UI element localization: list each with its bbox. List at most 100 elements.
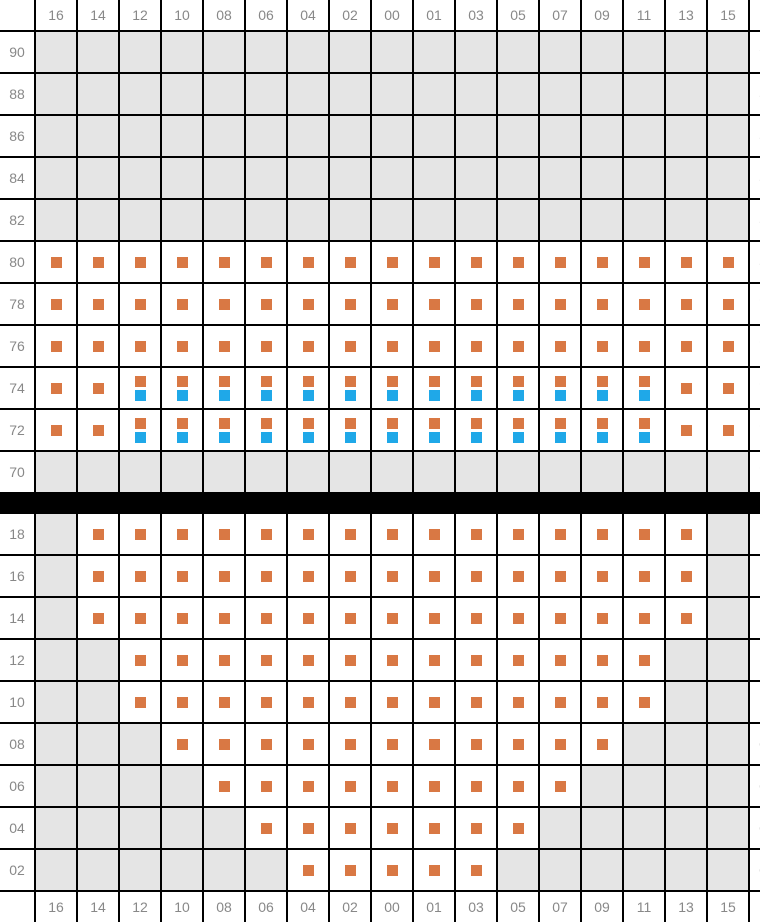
seat-cell[interactable] bbox=[456, 242, 496, 282]
seat-cell[interactable] bbox=[78, 326, 118, 366]
seat-cell[interactable] bbox=[582, 242, 622, 282]
seat-cell[interactable] bbox=[162, 598, 202, 638]
seat-cell[interactable] bbox=[204, 368, 244, 408]
seat-cell[interactable] bbox=[330, 242, 370, 282]
seat-marker[interactable] bbox=[681, 613, 692, 624]
seat-cell[interactable] bbox=[456, 850, 496, 890]
seat-cell[interactable] bbox=[288, 368, 328, 408]
seat-cell[interactable] bbox=[708, 326, 748, 366]
seat-cell[interactable] bbox=[330, 682, 370, 722]
seat-cell[interactable] bbox=[246, 724, 286, 764]
seat-marker[interactable] bbox=[471, 571, 482, 582]
seat-cell[interactable] bbox=[78, 242, 118, 282]
seat-marker[interactable] bbox=[219, 376, 230, 387]
seat-cell[interactable] bbox=[372, 410, 412, 450]
seat-marker[interactable] bbox=[303, 432, 314, 443]
seat-marker[interactable] bbox=[219, 571, 230, 582]
seat-marker[interactable] bbox=[471, 432, 482, 443]
seat-marker[interactable] bbox=[177, 390, 188, 401]
seat-cell[interactable] bbox=[414, 556, 454, 596]
seat-marker[interactable] bbox=[261, 341, 272, 352]
seat-cell[interactable] bbox=[288, 808, 328, 848]
seat-marker[interactable] bbox=[513, 655, 524, 666]
seat-marker[interactable] bbox=[471, 781, 482, 792]
seat-stack[interactable] bbox=[429, 376, 440, 401]
seat-stack[interactable] bbox=[177, 418, 188, 443]
seat-cell[interactable] bbox=[456, 514, 496, 554]
seat-marker[interactable] bbox=[639, 390, 650, 401]
seat-cell[interactable] bbox=[330, 640, 370, 680]
seat-marker[interactable] bbox=[261, 739, 272, 750]
seat-cell[interactable] bbox=[246, 598, 286, 638]
seat-cell[interactable] bbox=[78, 556, 118, 596]
seat-marker[interactable] bbox=[639, 376, 650, 387]
seat-marker[interactable] bbox=[387, 432, 398, 443]
seat-cell[interactable] bbox=[204, 556, 244, 596]
seat-cell[interactable] bbox=[498, 514, 538, 554]
seat-marker[interactable] bbox=[681, 425, 692, 436]
seat-cell[interactable] bbox=[414, 808, 454, 848]
seat-cell[interactable] bbox=[414, 724, 454, 764]
seat-marker[interactable] bbox=[597, 529, 608, 540]
seat-marker[interactable] bbox=[387, 865, 398, 876]
seat-marker[interactable] bbox=[639, 697, 650, 708]
seat-marker[interactable] bbox=[681, 529, 692, 540]
seat-marker[interactable] bbox=[597, 432, 608, 443]
seat-cell[interactable] bbox=[78, 284, 118, 324]
seat-cell[interactable] bbox=[204, 598, 244, 638]
seat-cell[interactable] bbox=[624, 284, 664, 324]
seat-marker[interactable] bbox=[177, 432, 188, 443]
seat-marker[interactable] bbox=[555, 655, 566, 666]
seat-marker[interactable] bbox=[429, 865, 440, 876]
seat-cell[interactable] bbox=[162, 284, 202, 324]
seat-cell[interactable] bbox=[162, 242, 202, 282]
seat-marker[interactable] bbox=[387, 529, 398, 540]
seat-cell[interactable] bbox=[624, 598, 664, 638]
seat-marker[interactable] bbox=[261, 655, 272, 666]
seat-marker[interactable] bbox=[429, 697, 440, 708]
seat-marker[interactable] bbox=[261, 418, 272, 429]
seat-marker[interactable] bbox=[471, 823, 482, 834]
seat-cell[interactable] bbox=[582, 410, 622, 450]
seat-marker[interactable] bbox=[261, 257, 272, 268]
seat-marker[interactable] bbox=[555, 418, 566, 429]
seat-cell[interactable] bbox=[414, 326, 454, 366]
seat-marker[interactable] bbox=[387, 655, 398, 666]
seat-cell[interactable] bbox=[456, 724, 496, 764]
seat-cell[interactable] bbox=[540, 242, 580, 282]
seat-cell[interactable] bbox=[288, 514, 328, 554]
seat-marker[interactable] bbox=[303, 257, 314, 268]
seat-cell[interactable] bbox=[330, 284, 370, 324]
seat-cell[interactable] bbox=[456, 410, 496, 450]
seat-marker[interactable] bbox=[597, 257, 608, 268]
seat-marker[interactable] bbox=[345, 418, 356, 429]
seat-cell[interactable] bbox=[246, 368, 286, 408]
seat-marker[interactable] bbox=[429, 376, 440, 387]
seat-marker[interactable] bbox=[219, 655, 230, 666]
seat-marker[interactable] bbox=[177, 418, 188, 429]
seat-cell[interactable] bbox=[246, 410, 286, 450]
seat-cell[interactable] bbox=[582, 556, 622, 596]
seat-marker[interactable] bbox=[513, 571, 524, 582]
seat-marker[interactable] bbox=[555, 529, 566, 540]
seat-cell[interactable] bbox=[288, 598, 328, 638]
seat-cell[interactable] bbox=[246, 766, 286, 806]
seat-marker[interactable] bbox=[345, 432, 356, 443]
seat-marker[interactable] bbox=[513, 257, 524, 268]
seat-cell[interactable] bbox=[288, 242, 328, 282]
seat-marker[interactable] bbox=[135, 655, 146, 666]
seat-marker[interactable] bbox=[303, 341, 314, 352]
seat-marker[interactable] bbox=[261, 571, 272, 582]
seat-marker[interactable] bbox=[135, 697, 146, 708]
seat-cell[interactable] bbox=[414, 640, 454, 680]
seat-marker[interactable] bbox=[135, 299, 146, 310]
seat-cell[interactable] bbox=[498, 410, 538, 450]
seat-marker[interactable] bbox=[303, 299, 314, 310]
seat-marker[interactable] bbox=[51, 383, 62, 394]
seat-marker[interactable] bbox=[471, 341, 482, 352]
seat-marker[interactable] bbox=[177, 257, 188, 268]
seat-cell[interactable] bbox=[666, 326, 706, 366]
seat-cell[interactable] bbox=[456, 284, 496, 324]
seat-marker[interactable] bbox=[303, 739, 314, 750]
seat-marker[interactable] bbox=[429, 613, 440, 624]
